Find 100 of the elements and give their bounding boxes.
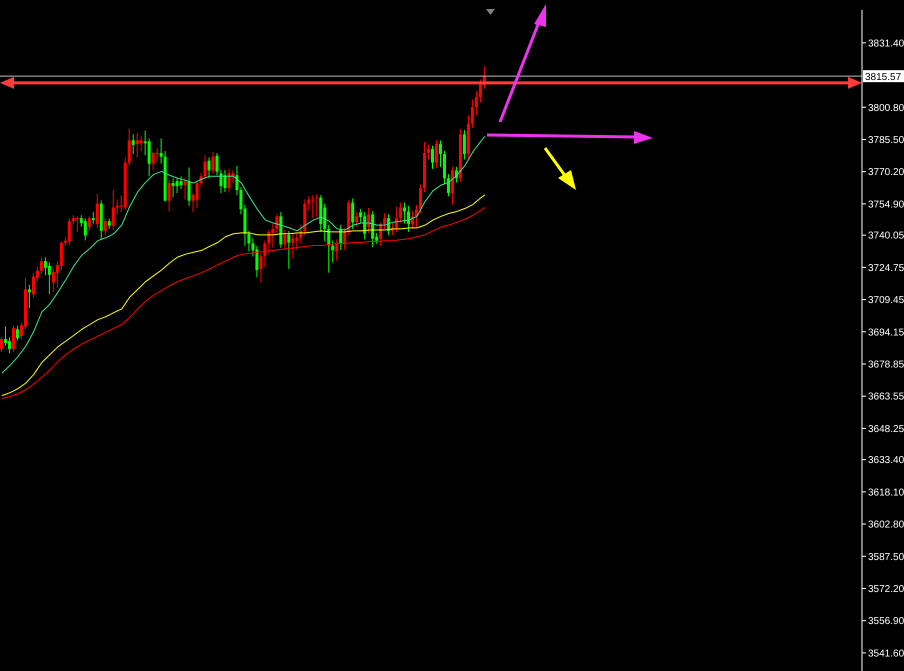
- candlestick: [367, 207, 370, 234]
- candlestick: [188, 166, 191, 206]
- candlestick: [247, 230, 250, 252]
- candlestick: [172, 178, 175, 198]
- candlestick: [307, 196, 310, 210]
- candlestick: [28, 284, 31, 308]
- candlestick: [287, 230, 290, 270]
- candlestick: [140, 136, 143, 152]
- candlestick: [462, 129, 466, 160]
- candlestick: [267, 229, 270, 255]
- y-tick-label: 3709.45: [868, 295, 904, 306]
- candlestick: [474, 90, 478, 116]
- candlestick: [271, 223, 274, 248]
- candlestick: [216, 152, 218, 176]
- candlestick: [434, 140, 438, 168]
- candlestick: [168, 178, 171, 212]
- candlestick: [212, 152, 215, 175]
- candlestick: [427, 144, 430, 160]
- y-tick-label: 3648.25: [868, 424, 904, 435]
- candlestick: [438, 140, 442, 168]
- candlestick: [259, 252, 262, 284]
- y-tick-label: 3556.90: [868, 616, 904, 628]
- candlestick: [275, 214, 278, 234]
- candlestick: [152, 152, 155, 170]
- candlestick: [16, 325, 19, 341]
- y-tick-label: 3694.15: [868, 327, 904, 338]
- y-tick-label: 3831.40: [868, 38, 904, 50]
- candlestick: [180, 176, 183, 190]
- candlestick: [128, 128, 131, 166]
- y-tick-label: 3770.20: [868, 167, 904, 178]
- candlestick: [96, 193, 99, 228]
- candlestick: [450, 166, 454, 206]
- y-tick-label: 3602.80: [868, 520, 904, 531]
- candlestick: [446, 174, 450, 197]
- candlestick: [88, 216, 91, 232]
- y-tick-label: 3618.10: [868, 487, 904, 498]
- candlestick: [132, 134, 135, 155]
- candlestick: [263, 240, 266, 268]
- candlestick: [40, 256, 43, 275]
- candlestick: [44, 256, 47, 276]
- candlestick: [383, 212, 386, 230]
- candlestick: [148, 138, 151, 177]
- candlestick: [32, 272, 35, 298]
- candlestick: [395, 206, 398, 233]
- candlestick: [72, 214, 75, 226]
- candlestick: [204, 154, 207, 180]
- candlestick: [68, 218, 71, 246]
- candlestick: [184, 178, 187, 200]
- y-tick-label: 3800.80: [868, 102, 904, 114]
- candlestick: [399, 202, 402, 224]
- y-tick-label: 3740.05: [868, 230, 904, 242]
- candlestick: [60, 241, 63, 270]
- candlestick: [108, 218, 111, 230]
- y-tick-label: 3633.40: [868, 455, 904, 466]
- candlestick: [8, 336, 11, 354]
- candlestick: [12, 325, 15, 353]
- candlestick: [403, 202, 406, 224]
- candlestick: [478, 78, 482, 104]
- candlestick: [351, 198, 354, 230]
- line-series: [1, 136, 486, 374]
- candlestick: [255, 245, 258, 278]
- y-tick-label: 3587.50: [868, 552, 904, 563]
- candlestick: [235, 165, 238, 196]
- y-tick-label: 3541.60: [868, 648, 904, 660]
- candlestick: [315, 194, 318, 218]
- candlestick: [431, 145, 434, 170]
- candlestick: [419, 184, 422, 214]
- candlestick: [104, 218, 107, 236]
- candlestick: [48, 262, 51, 295]
- y-tick-label: 3678.85: [868, 360, 904, 371]
- candlestick: [116, 198, 119, 215]
- candlestick: [291, 232, 294, 259]
- candlestick: [76, 216, 79, 233]
- candlestick: [176, 178, 179, 194]
- candlestick: [311, 194, 314, 219]
- candlestick: [156, 147, 159, 162]
- ref-line-label: 3815.57: [865, 72, 902, 84]
- y-tick-label: 3572.20: [868, 584, 904, 596]
- y-tick-label: 3663.55: [868, 392, 904, 403]
- candlestick: [331, 240, 334, 264]
- candlestick: [208, 156, 211, 179]
- candlestick: [223, 169, 226, 193]
- candlestick: [470, 98, 474, 128]
- y-tick-label: 3785.50: [868, 135, 904, 146]
- candlestick: [4, 326, 7, 346]
- candlestick: [136, 132, 139, 158]
- candlestick: [160, 138, 163, 164]
- candlestick: [283, 229, 286, 250]
- candlestick: [52, 268, 55, 293]
- candlestick: [0, 336, 3, 353]
- candlestick: [219, 169, 222, 194]
- candlestick: [92, 212, 95, 224]
- candlestick: [335, 238, 338, 262]
- y-tick-label: 3754.90: [868, 199, 904, 210]
- y-tick-label: 3724.75: [868, 262, 904, 274]
- candlestick: [84, 218, 87, 242]
- candlestick: [112, 189, 115, 230]
- candlestick: [355, 212, 358, 228]
- candlestick: [343, 227, 346, 250]
- candlestick: [196, 180, 199, 208]
